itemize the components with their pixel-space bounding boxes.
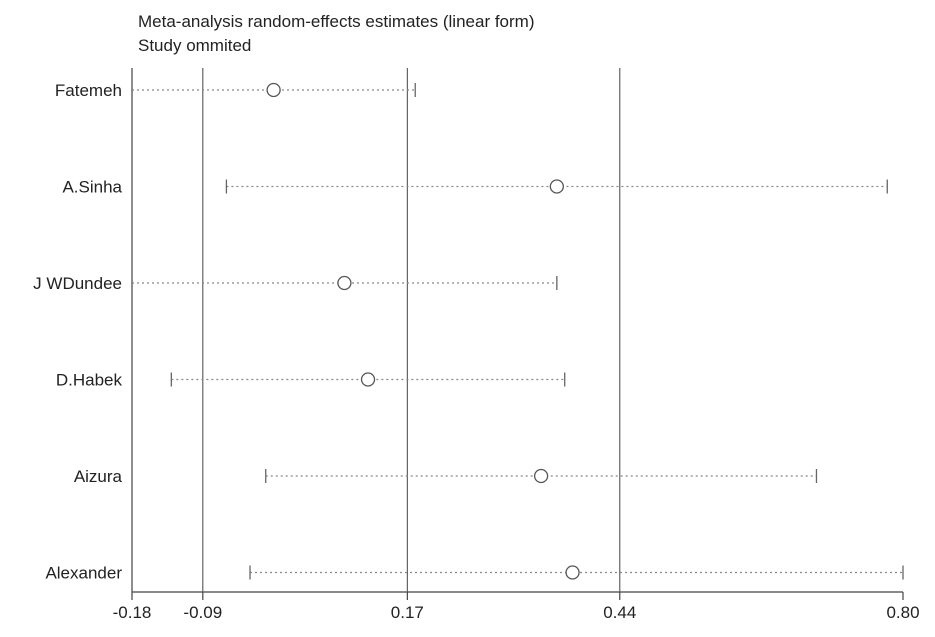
x-tick-label: 0.80 bbox=[886, 603, 919, 622]
study-label: Fatemeh bbox=[55, 81, 122, 100]
study-label: Aizura bbox=[74, 467, 123, 486]
study-label: Alexander bbox=[45, 564, 122, 583]
study-label: J WDundee bbox=[33, 274, 122, 293]
point-estimate bbox=[266, 82, 281, 98]
point-estimate bbox=[533, 468, 549, 484]
chart-subtitle: Study ommited bbox=[138, 36, 252, 55]
x-tick-label: -0.09 bbox=[183, 603, 222, 622]
x-tick-label: 0.44 bbox=[603, 603, 636, 622]
point-estimate bbox=[337, 275, 352, 291]
point-estimate bbox=[565, 565, 580, 580]
chart-title: Meta-analysis random-effects estimates (… bbox=[138, 12, 535, 31]
study-label: A.Sinha bbox=[62, 178, 122, 197]
x-tick-label: 0.17 bbox=[391, 603, 424, 622]
study-label: D.Habek bbox=[56, 371, 123, 390]
point-estimate bbox=[549, 179, 564, 194]
x-tick-label: -0.18 bbox=[113, 603, 152, 622]
point-estimate bbox=[360, 372, 376, 387]
